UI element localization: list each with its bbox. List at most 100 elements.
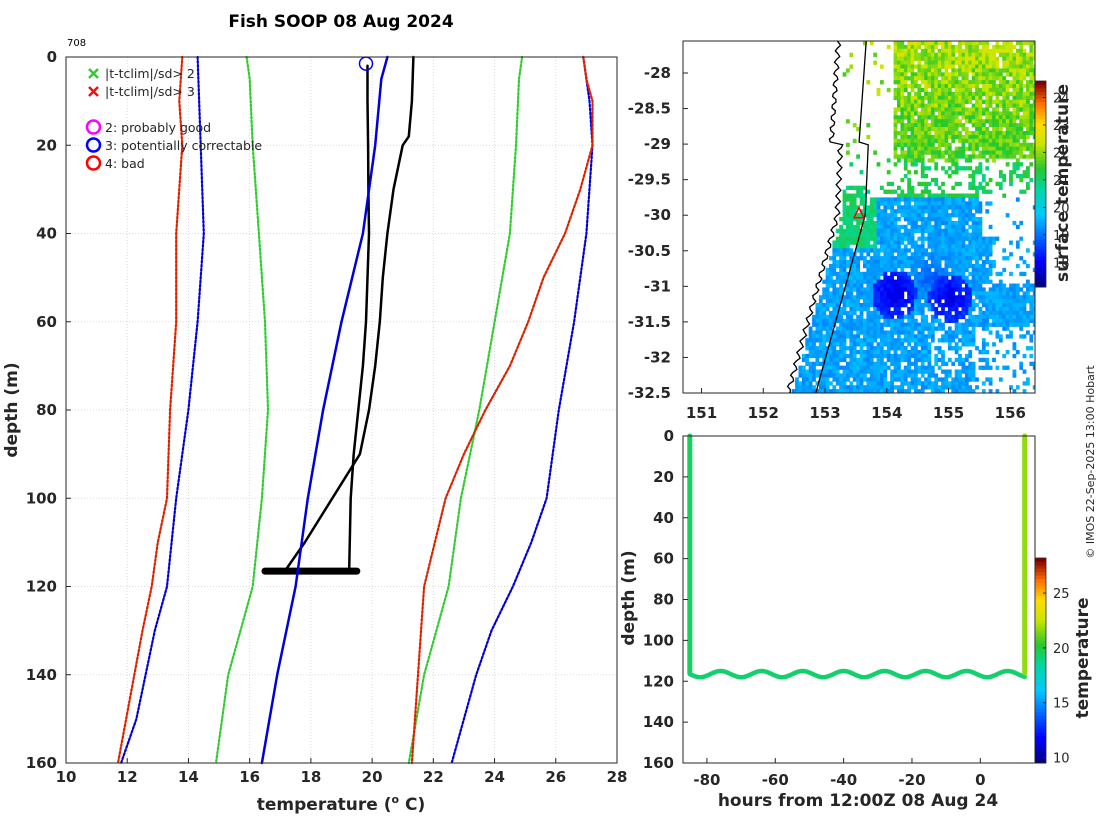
sst-pixel bbox=[829, 322, 833, 327]
sst-pixel bbox=[866, 236, 871, 241]
sst-pixel bbox=[808, 350, 813, 355]
sst-pixel bbox=[930, 307, 935, 312]
sst-pixel bbox=[971, 279, 976, 284]
sst-pixel bbox=[852, 307, 857, 312]
sst-pixel bbox=[897, 263, 901, 269]
sst-pixel bbox=[958, 80, 962, 85]
sst-pixel bbox=[964, 330, 969, 335]
sst-pixel bbox=[927, 279, 932, 284]
sst-pixel bbox=[964, 217, 969, 222]
sst-pixel bbox=[842, 267, 847, 273]
track-y-tick-label: 160 bbox=[643, 754, 674, 772]
sst-pixel bbox=[859, 385, 864, 390]
sst-pixel bbox=[971, 107, 976, 112]
sst-pixel bbox=[951, 385, 956, 390]
sst-pixel bbox=[961, 197, 966, 202]
sst-pixel bbox=[934, 353, 939, 359]
sst-pixel bbox=[1026, 60, 1030, 65]
legend-flag4-label: 4: bad bbox=[105, 156, 145, 171]
sst-pixel bbox=[944, 134, 949, 140]
sst-pixel bbox=[801, 381, 806, 386]
sst-pixel bbox=[866, 303, 871, 308]
sst-pixel bbox=[907, 103, 911, 108]
sst-pixel bbox=[829, 310, 833, 316]
sst-pixel bbox=[981, 138, 986, 144]
sst-pixel bbox=[880, 236, 884, 241]
sst-pixel bbox=[866, 353, 871, 359]
sst-pixel bbox=[859, 303, 864, 308]
sst-pixel bbox=[886, 310, 891, 316]
sst-pixel bbox=[907, 138, 911, 144]
sst-pixel bbox=[863, 338, 867, 343]
sst-pixel bbox=[1029, 87, 1034, 93]
sst-pixel bbox=[978, 56, 983, 61]
sst-pixel bbox=[863, 353, 867, 359]
sst-pixel bbox=[1002, 52, 1007, 57]
sst-pixel bbox=[937, 146, 942, 151]
sst-pixel bbox=[934, 115, 939, 120]
sst-pixel bbox=[978, 60, 983, 65]
sst-pixel bbox=[944, 205, 949, 210]
sst-pixel bbox=[1032, 87, 1035, 93]
sst-pixel bbox=[903, 279, 908, 284]
sst-pixel bbox=[961, 330, 966, 335]
sst-pixel bbox=[1032, 295, 1035, 300]
sst-pixel bbox=[873, 393, 877, 397]
sst-pixel bbox=[920, 248, 925, 253]
sst-pixel bbox=[890, 353, 894, 359]
sst-pixel bbox=[869, 377, 874, 382]
sst-pixel bbox=[927, 244, 932, 249]
sst-pixel bbox=[961, 205, 966, 210]
sst-pixel bbox=[1005, 326, 1010, 331]
sst-pixel bbox=[944, 131, 949, 136]
sst-pixel bbox=[920, 224, 925, 230]
sst-pixel bbox=[910, 72, 915, 77]
sst-pixel bbox=[934, 131, 939, 136]
sst-pixel bbox=[954, 256, 959, 261]
sst-pixel bbox=[873, 240, 877, 245]
sst-pixel bbox=[890, 381, 894, 386]
sst-pixel bbox=[910, 189, 915, 194]
sst-pixel bbox=[1019, 41, 1024, 46]
sst-pixel bbox=[866, 209, 871, 214]
sst-pixel bbox=[958, 181, 962, 187]
sst-pixel bbox=[975, 201, 979, 206]
sst-pixel bbox=[944, 127, 949, 132]
sst-pixel bbox=[941, 123, 945, 128]
sst-pixel bbox=[869, 373, 874, 378]
sst-pixel bbox=[1009, 322, 1013, 327]
sst-pixel bbox=[975, 275, 979, 280]
track-x-ticks: -80 -60 -40 -20 0 bbox=[693, 758, 986, 789]
sst-pixel bbox=[981, 84, 986, 89]
sst-pixel bbox=[910, 205, 915, 210]
sst-pixel bbox=[988, 138, 993, 144]
sst-pixel bbox=[944, 291, 949, 296]
track-y-tick-label: 80 bbox=[653, 591, 674, 609]
sst-pixel bbox=[876, 318, 881, 323]
sst-pixel bbox=[910, 127, 915, 132]
sst-pixel bbox=[846, 330, 850, 335]
sst-pixel bbox=[897, 193, 901, 198]
sst-pixel bbox=[880, 64, 884, 69]
sst-pixel bbox=[964, 283, 969, 288]
sst-pixel bbox=[988, 56, 993, 61]
sst-pixel bbox=[1019, 236, 1024, 241]
map-colorbar-swatch bbox=[1035, 139, 1046, 144]
sst-pixel bbox=[964, 115, 969, 120]
sst-pixel bbox=[903, 350, 908, 355]
sst-pixel bbox=[930, 41, 935, 46]
sst-pixel bbox=[1022, 189, 1027, 194]
sst-pixel bbox=[961, 60, 966, 65]
sst-pixel bbox=[1032, 287, 1035, 292]
sst-pixel bbox=[910, 228, 915, 233]
sst-pixel bbox=[866, 357, 871, 363]
sst-pixel bbox=[934, 373, 939, 378]
sst-pixel bbox=[890, 299, 894, 304]
sst-pixel bbox=[978, 170, 983, 175]
sst-pixel bbox=[930, 197, 935, 202]
sst-pixel bbox=[951, 209, 956, 214]
sst-pixel bbox=[866, 260, 871, 265]
map-colorbar-swatch bbox=[1035, 204, 1046, 209]
sst-pixel bbox=[910, 95, 915, 101]
sst-pixel bbox=[869, 267, 874, 273]
